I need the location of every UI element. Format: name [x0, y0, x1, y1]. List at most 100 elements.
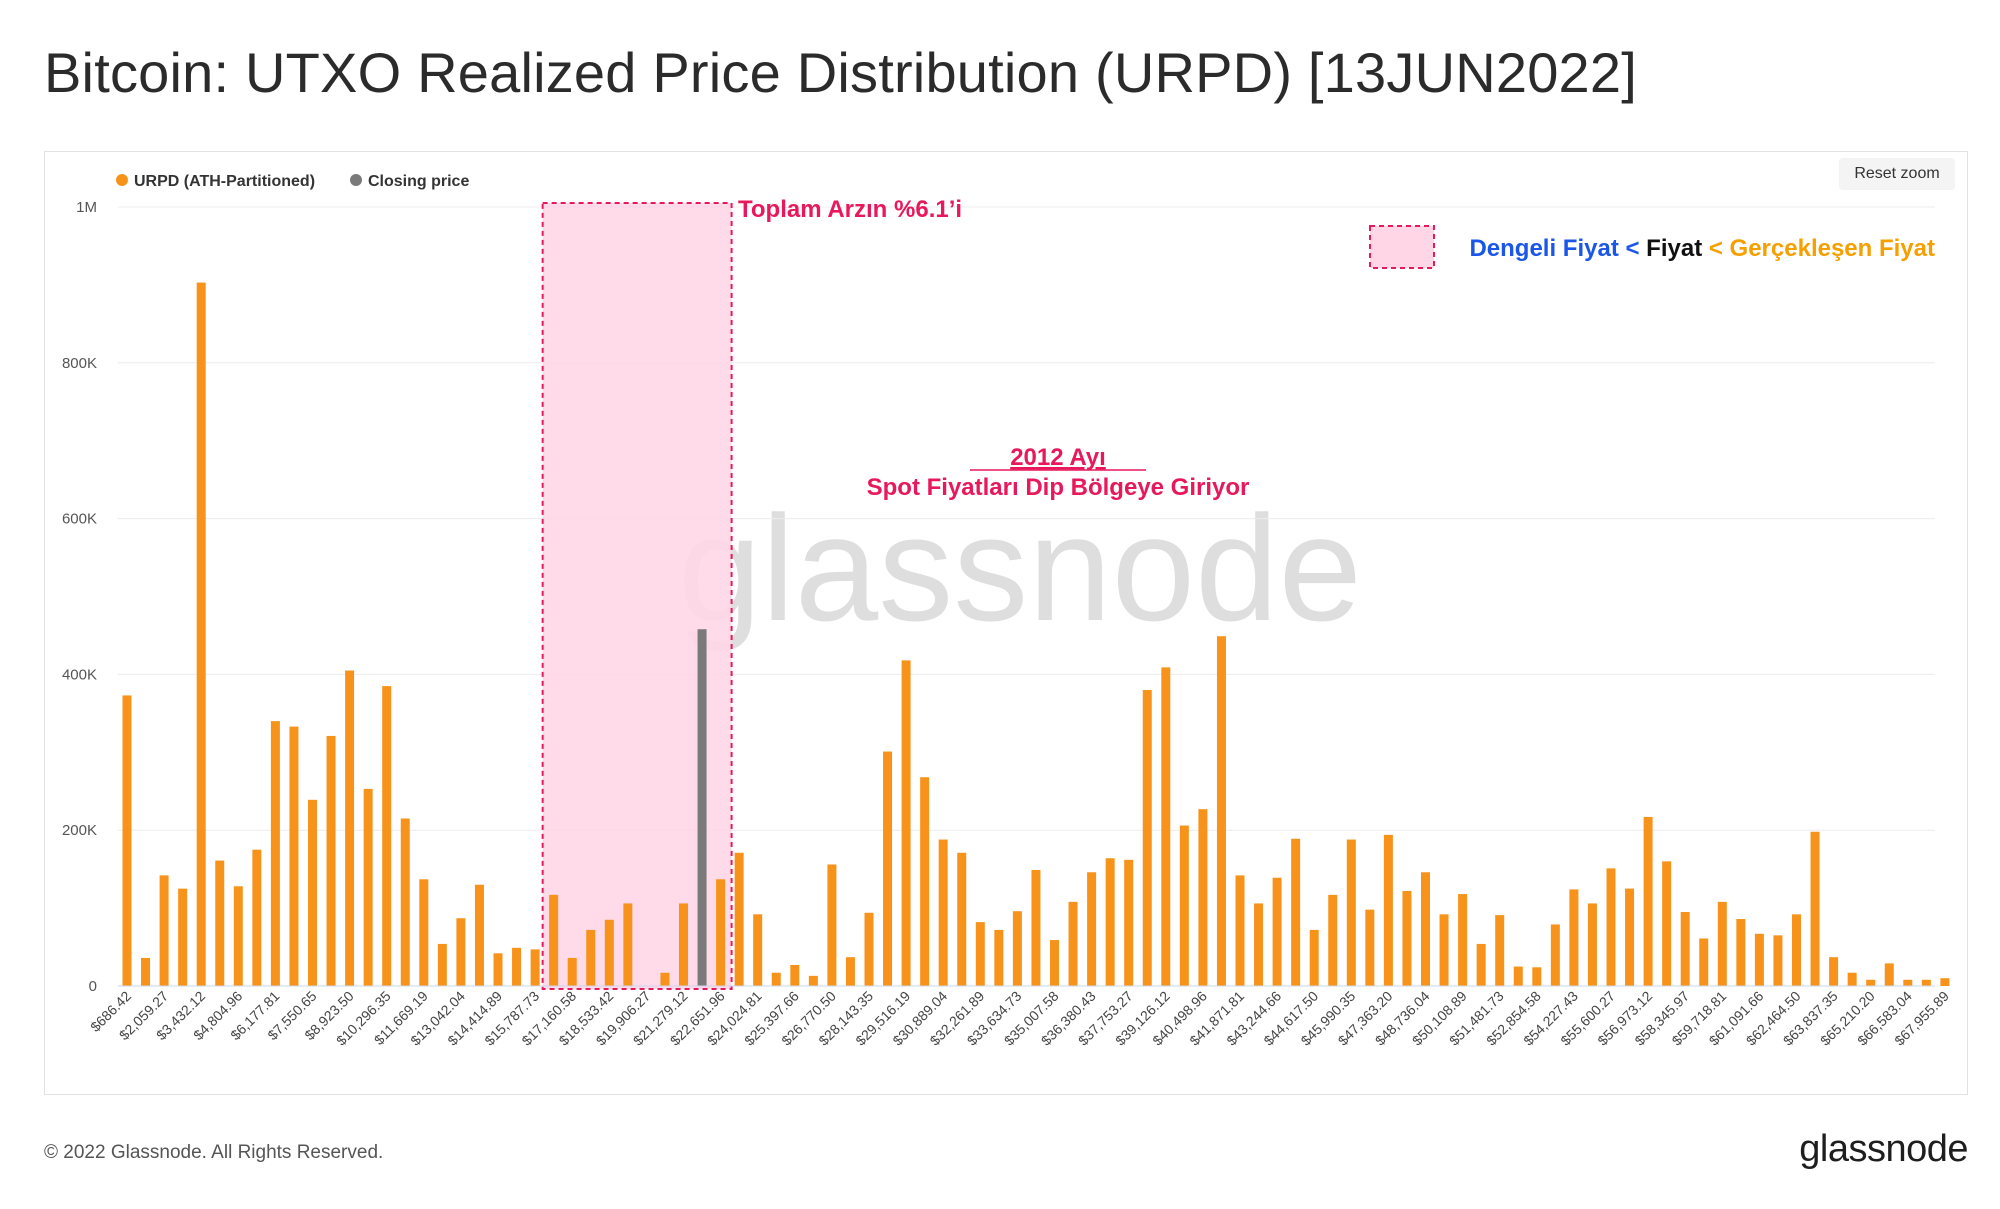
urpd-bar[interactable] — [1235, 875, 1245, 986]
urpd-bar[interactable] — [660, 972, 670, 986]
urpd-bar[interactable] — [567, 957, 577, 986]
urpd-bar[interactable] — [1365, 909, 1375, 986]
reset-zoom-button[interactable]: Reset zoom — [1839, 158, 1955, 190]
urpd-bar[interactable] — [604, 919, 614, 986]
urpd-bar[interactable] — [252, 849, 262, 986]
urpd-bar[interactable] — [1680, 911, 1690, 986]
urpd-bar[interactable] — [753, 914, 763, 986]
urpd-bar[interactable] — [1495, 915, 1505, 986]
urpd-bar[interactable] — [1625, 888, 1635, 986]
urpd-bar[interactable] — [1587, 903, 1597, 986]
urpd-bar[interactable] — [1532, 967, 1542, 986]
urpd-bar[interactable] — [1309, 929, 1319, 986]
urpd-bar[interactable] — [1198, 809, 1208, 986]
urpd-bar[interactable] — [1068, 901, 1078, 986]
urpd-bar[interactable] — [901, 660, 911, 986]
urpd-bar[interactable] — [178, 888, 188, 986]
urpd-bar[interactable] — [289, 726, 299, 986]
urpd-bar[interactable] — [345, 670, 355, 986]
urpd-bar[interactable] — [363, 788, 373, 986]
urpd-bar[interactable] — [141, 957, 151, 986]
urpd-bar[interactable] — [845, 957, 855, 986]
urpd-bar[interactable] — [530, 949, 540, 986]
urpd-bar[interactable] — [938, 839, 948, 986]
legend-closing-label[interactable]: Closing price — [368, 173, 469, 190]
urpd-bar[interactable] — [957, 852, 967, 986]
urpd-bar[interactable] — [1179, 825, 1189, 986]
urpd-bar[interactable] — [159, 875, 169, 986]
urpd-bar[interactable] — [1903, 979, 1913, 986]
urpd-bar[interactable] — [1717, 901, 1727, 986]
urpd-bar[interactable] — [215, 860, 225, 986]
urpd-bar[interactable] — [1383, 834, 1393, 986]
urpd-bar[interactable] — [382, 686, 392, 986]
urpd-bar[interactable] — [1458, 894, 1468, 986]
urpd-bar[interactable] — [196, 282, 206, 986]
urpd-bar[interactable] — [586, 929, 596, 986]
urpd-bar[interactable] — [1773, 935, 1783, 986]
urpd-bar[interactable] — [1921, 979, 1931, 986]
urpd-bar[interactable] — [1161, 667, 1171, 986]
urpd-bar[interactable] — [437, 943, 447, 986]
urpd-bar[interactable] — [1476, 943, 1486, 986]
urpd-bar[interactable] — [975, 922, 985, 986]
urpd-bar[interactable] — [1847, 972, 1857, 986]
urpd-bar[interactable] — [326, 735, 336, 986]
urpd-bar[interactable] — [883, 751, 893, 986]
urpd-bar[interactable] — [1439, 914, 1449, 986]
urpd-bar[interactable] — [808, 975, 818, 986]
urpd-bar[interactable] — [1940, 978, 1950, 986]
urpd-bar[interactable] — [1272, 877, 1282, 986]
urpd-bar[interactable] — [1829, 957, 1839, 986]
urpd-bar[interactable] — [1124, 859, 1134, 986]
urpd-bar[interactable] — [474, 884, 484, 986]
urpd-bar[interactable] — [1569, 889, 1579, 986]
urpd-bar[interactable] — [1550, 924, 1560, 986]
legend-urpd-label[interactable]: URPD (ATH-Partitioned) — [134, 173, 315, 190]
urpd-bar[interactable] — [1050, 940, 1059, 986]
urpd-bar[interactable] — [1105, 858, 1115, 986]
urpd-bar[interactable] — [1031, 869, 1041, 986]
urpd-bar[interactable] — [419, 879, 429, 986]
urpd-bar[interactable] — [1699, 938, 1709, 986]
urpd-bar[interactable] — [1254, 903, 1264, 986]
urpd-bar[interactable] — [1866, 979, 1876, 986]
urpd-bar[interactable] — [920, 777, 930, 986]
urpd-bar[interactable] — [1012, 911, 1022, 986]
urpd-bar[interactable] — [512, 947, 522, 986]
urpd-bar[interactable] — [1606, 868, 1616, 986]
urpd-bar[interactable] — [1421, 872, 1430, 986]
urpd-bar[interactable] — [827, 864, 837, 986]
urpd-bar[interactable] — [1142, 689, 1152, 986]
urpd-bar[interactable] — [1291, 838, 1301, 986]
urpd-bar[interactable] — [270, 721, 280, 986]
urpd-bar[interactable] — [456, 918, 466, 986]
urpd-bar[interactable] — [679, 903, 688, 986]
urpd-bar[interactable] — [1662, 861, 1672, 986]
urpd-bar[interactable] — [308, 799, 317, 986]
urpd-bar[interactable] — [1346, 839, 1356, 986]
urpd-bar[interactable] — [1810, 831, 1820, 986]
urpd-bar[interactable] — [864, 912, 874, 986]
urpd-bar[interactable] — [994, 929, 1004, 986]
urpd-bar[interactable] — [734, 852, 744, 986]
urpd-bar[interactable] — [1792, 914, 1801, 986]
urpd-bar[interactable] — [1736, 919, 1746, 986]
urpd-bar[interactable] — [1884, 963, 1894, 986]
urpd-bar[interactable] — [1087, 872, 1097, 986]
urpd-bar[interactable] — [1328, 894, 1338, 986]
urpd-bar[interactable] — [122, 695, 132, 986]
urpd-bar[interactable] — [1513, 966, 1523, 986]
urpd-bar[interactable] — [493, 953, 503, 986]
urpd-bar[interactable] — [549, 894, 559, 986]
urpd-bar[interactable] — [623, 903, 633, 986]
urpd-bar[interactable] — [400, 818, 410, 986]
urpd-bar[interactable] — [1402, 890, 1412, 986]
urpd-bar[interactable] — [771, 972, 781, 986]
urpd-bar[interactable] — [1754, 933, 1764, 986]
urpd-bar[interactable] — [1643, 816, 1653, 986]
urpd-bar[interactable] — [716, 879, 726, 986]
closing-price-bar[interactable] — [697, 629, 707, 986]
urpd-bar[interactable] — [1216, 636, 1226, 986]
urpd-bar[interactable] — [233, 886, 243, 986]
